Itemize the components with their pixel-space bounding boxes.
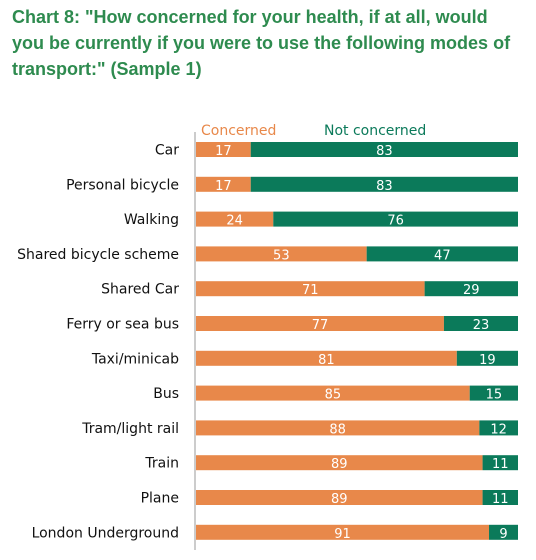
category-label: Shared bicycle scheme <box>17 247 179 263</box>
data-label: 23 <box>473 318 490 333</box>
data-label: 88 <box>329 422 346 437</box>
bar-segment-concerned <box>196 316 444 331</box>
data-label: 89 <box>331 492 348 507</box>
data-label: 15 <box>486 388 503 403</box>
bar-segment-concerned <box>196 420 480 436</box>
category-label: Taxi/minicab <box>91 351 179 367</box>
chart-title: Chart 8: "How concerned for your health,… <box>12 7 511 79</box>
data-label: 29 <box>463 283 480 298</box>
category-label: Tram/light rail <box>81 421 179 437</box>
bar-segment-concerned <box>196 176 251 192</box>
bar-segment-not-concerned <box>469 385 518 401</box>
bar-segment-not-concerned <box>456 350 518 366</box>
bar-segment-not-concerned <box>479 420 518 436</box>
bar-segment-concerned <box>196 385 470 401</box>
data-label: 53 <box>273 248 290 263</box>
data-label: 47 <box>434 248 451 263</box>
category-label: Ferry or sea bus <box>66 317 179 333</box>
category-label: Bus <box>153 386 179 402</box>
bar-segment-concerned <box>196 350 457 366</box>
data-label: 17 <box>215 144 232 159</box>
data-label: 11 <box>492 492 509 507</box>
data-label: 77 <box>312 318 329 333</box>
legend-not-concerned: Not concerned <box>324 123 426 139</box>
data-label: 85 <box>325 388 342 403</box>
data-label: 9 <box>499 527 507 542</box>
data-label: 17 <box>215 179 232 194</box>
data-label: 24 <box>226 214 243 229</box>
bar-segment-concerned <box>196 281 425 297</box>
bar-segment-not-concerned <box>250 142 519 157</box>
bar-segment-not-concerned <box>424 281 518 297</box>
category-label: Train <box>144 456 179 472</box>
category-label: Shared Car <box>101 282 179 298</box>
bar-segment-not-concerned <box>250 176 519 192</box>
data-label: 83 <box>376 179 393 194</box>
legend-concerned: Concerned <box>201 123 276 139</box>
bar-segment-not-concerned <box>482 455 518 471</box>
category-label: Walking <box>124 212 179 228</box>
category-label: London Underground <box>32 525 179 541</box>
category-label: Plane <box>141 491 179 507</box>
bar-segment-not-concerned <box>482 490 518 505</box>
data-label: 76 <box>387 214 404 229</box>
data-label: 89 <box>331 457 348 472</box>
data-label: 83 <box>376 144 393 159</box>
bar-segment-concerned <box>196 246 367 262</box>
bar-segment-not-concerned <box>443 316 518 331</box>
data-label: 11 <box>492 457 509 472</box>
bar-segment-not-concerned <box>366 246 518 262</box>
data-label: 71 <box>302 283 319 298</box>
data-label: 81 <box>318 353 335 368</box>
bar-segment-not-concerned <box>273 211 518 227</box>
category-label: Personal bicycle <box>66 177 179 193</box>
bar-segment-concerned <box>196 524 490 540</box>
bar-segment-concerned <box>196 211 274 227</box>
data-label: 12 <box>490 422 507 437</box>
bar-segment-concerned <box>196 490 483 505</box>
data-label: 19 <box>479 353 496 368</box>
bar-segment-not-concerned <box>489 524 518 540</box>
bar-segment-concerned <box>196 455 483 471</box>
bar-segment-concerned <box>196 142 251 157</box>
data-label: 91 <box>334 527 351 542</box>
category-label: Car <box>155 143 179 159</box>
